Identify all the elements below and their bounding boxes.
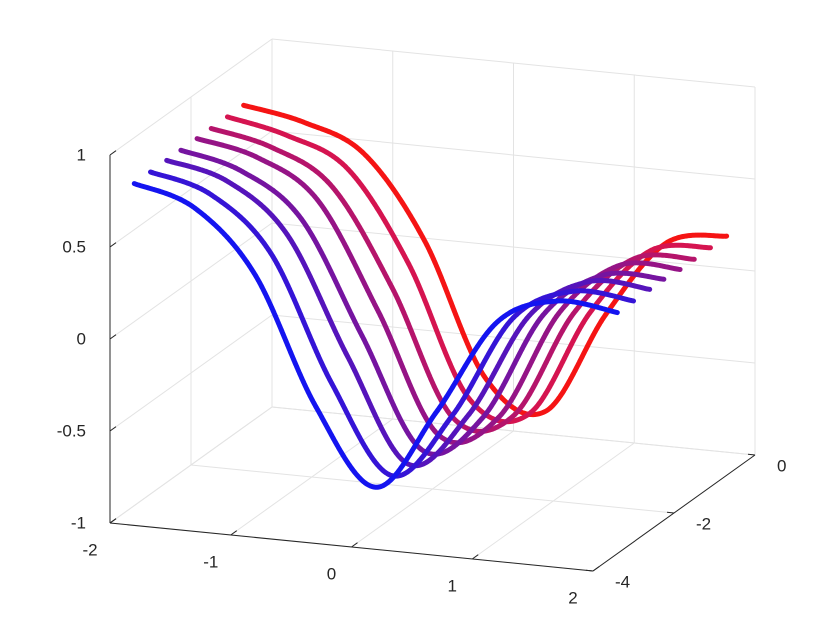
- y-tick-label: -2: [696, 514, 711, 533]
- grid-line: [109, 314, 273, 432]
- z-tick-label: 1: [77, 145, 86, 164]
- y-tick-label: 0: [777, 456, 786, 475]
- z-tick: [109, 426, 117, 432]
- x-tick-label: 0: [327, 564, 336, 583]
- z-tick: [109, 242, 117, 248]
- y-tick: [747, 453, 756, 456]
- grid-line: [190, 464, 675, 514]
- z-tick: [109, 150, 117, 156]
- x-tick-label: 1: [448, 576, 457, 595]
- x-tick-label: 2: [568, 588, 577, 607]
- x-tick: [592, 566, 600, 572]
- z-tick-label: 0.5: [62, 237, 86, 256]
- z-tick-label: 0: [77, 329, 86, 348]
- x-tick: [230, 530, 238, 536]
- y-tick-label: -4: [615, 572, 630, 591]
- data-curve: [164, 157, 653, 469]
- x-tick-label: -2: [82, 540, 97, 559]
- z-tick: [109, 518, 117, 524]
- grid-line: [271, 130, 756, 180]
- z-tick-label: -0.5: [57, 421, 86, 440]
- grid-line: [271, 406, 756, 456]
- data-curve: [224, 114, 713, 425]
- x-tick: [351, 542, 358, 548]
- y-tick: [585, 569, 594, 572]
- grid-line: [109, 38, 273, 156]
- y-tick: [666, 511, 675, 514]
- grid-line: [109, 406, 273, 524]
- data-curve: [148, 169, 636, 479]
- data-curve: [131, 181, 620, 490]
- grid-line: [109, 222, 273, 340]
- z-tick: [109, 334, 117, 340]
- z-tick-label: -1: [71, 513, 86, 532]
- x-tick: [471, 554, 479, 560]
- x-tick-label: -1: [203, 552, 218, 571]
- data-curve: [241, 102, 730, 418]
- grid-line: [271, 222, 756, 272]
- grid-line: [271, 38, 756, 88]
